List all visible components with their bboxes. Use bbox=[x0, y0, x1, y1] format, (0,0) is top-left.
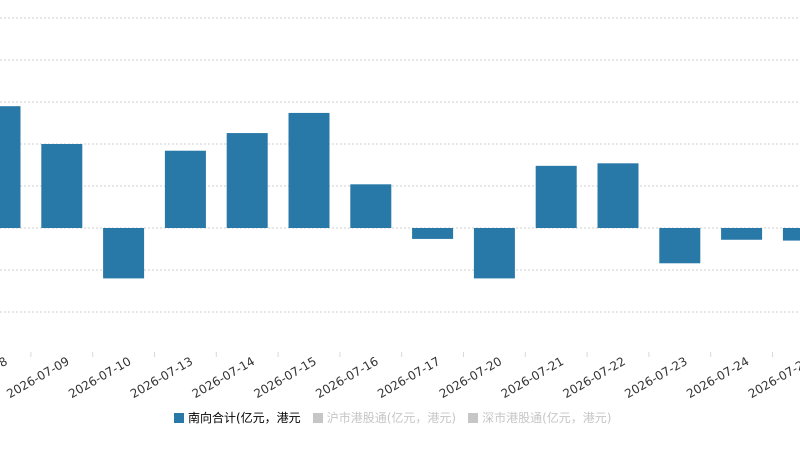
bar[interactable] bbox=[721, 228, 763, 240]
x-tick-label: 2026-07-09 bbox=[4, 354, 71, 401]
bar[interactable] bbox=[350, 184, 392, 228]
bar[interactable] bbox=[41, 144, 83, 228]
x-tick-label: 2026-07-24 bbox=[684, 354, 751, 401]
legend-label-southbound-total: 南向合计(亿元，港元 bbox=[188, 411, 301, 425]
bar[interactable] bbox=[535, 165, 577, 228]
legend-swatch-shanghai-connect bbox=[312, 413, 323, 423]
x-tick-label: 2026-07-14 bbox=[190, 354, 257, 401]
x-axis: 2026-07-082026-07-092026-07-102026-07-13… bbox=[0, 352, 800, 401]
bar[interactable] bbox=[597, 163, 639, 228]
x-tick-label: 2026-07-15 bbox=[251, 354, 318, 401]
bar[interactable] bbox=[226, 133, 268, 228]
x-tick-label: 2026-07-23 bbox=[622, 354, 689, 401]
x-tick-label: 2026-07-16 bbox=[313, 354, 380, 401]
legend-item-southbound-total[interactable]: 南向合计(亿元，港元 bbox=[174, 409, 301, 427]
legend-item-shenzhen-connect[interactable]: 深市港股通(亿元，港元) bbox=[468, 409, 611, 427]
legend-label-shenzhen-connect: 深市港股通(亿元，港元) bbox=[482, 411, 612, 425]
legend-label-shanghai-connect: 沪市港股通(亿元，港元) bbox=[326, 411, 457, 425]
bars bbox=[0, 106, 800, 279]
x-tick-label: 2026-07-10 bbox=[66, 354, 133, 401]
x-tick-label: 2026-07-21 bbox=[499, 354, 566, 401]
bar[interactable] bbox=[288, 112, 330, 228]
x-tick-label: 2026-07-17 bbox=[375, 354, 442, 401]
x-tick-label: 2026-07-20 bbox=[437, 354, 504, 401]
x-tick-label: 2026-07-13 bbox=[128, 354, 195, 401]
bar[interactable] bbox=[164, 150, 206, 228]
x-tick-label: 2026-07-22 bbox=[560, 354, 627, 401]
legend: 南向合计(亿元，港元 沪市港股通(亿元，港元) 深市港股通(亿元，港元) bbox=[174, 409, 611, 427]
legend-swatch-southbound-total bbox=[174, 413, 184, 423]
bar[interactable] bbox=[782, 228, 800, 241]
bar[interactable] bbox=[412, 228, 454, 239]
legend-swatch-shenzhen-connect bbox=[468, 413, 479, 423]
legend-item-shanghai-connect[interactable]: 沪市港股通(亿元，港元) bbox=[312, 409, 457, 427]
bar[interactable] bbox=[473, 228, 515, 279]
bar[interactable] bbox=[103, 228, 145, 279]
bar[interactable] bbox=[0, 106, 21, 228]
bar[interactable] bbox=[659, 228, 701, 264]
x-tick-label: 2026-07-27 bbox=[746, 354, 800, 401]
